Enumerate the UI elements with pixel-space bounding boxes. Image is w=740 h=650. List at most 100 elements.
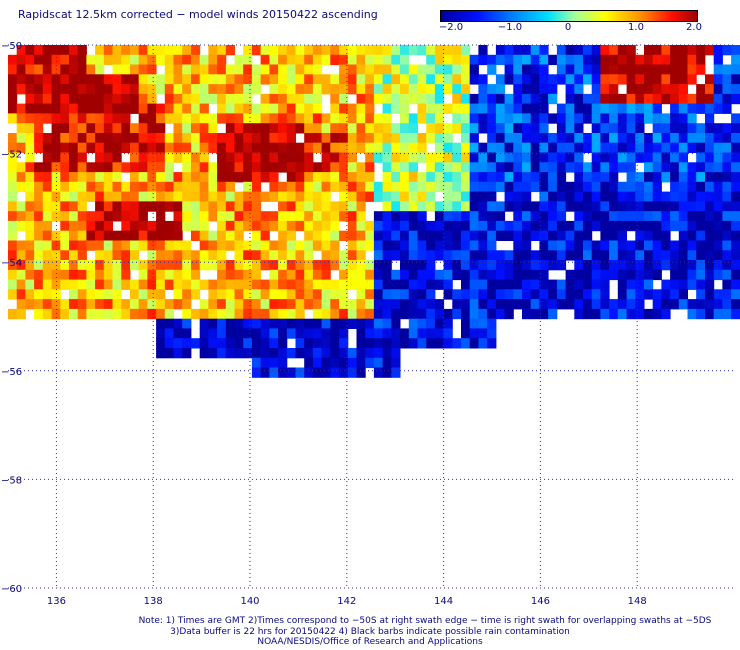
heatmap-cell xyxy=(382,103,392,114)
heatmap-cell xyxy=(652,123,662,134)
heatmap-cell xyxy=(530,84,540,95)
heatmap-cell xyxy=(487,201,497,212)
heatmap-cell xyxy=(635,260,645,271)
heatmap-cell xyxy=(400,123,410,134)
heatmap-cell xyxy=(713,240,723,251)
heatmap-cell xyxy=(722,84,732,95)
heatmap-cell xyxy=(504,64,514,75)
heatmap-cell xyxy=(652,162,662,173)
heatmap-cell xyxy=(408,64,418,75)
heatmap-cell xyxy=(60,45,70,56)
heatmap-cell xyxy=(574,133,584,144)
heatmap-cell xyxy=(574,308,584,320)
heatmap-cell xyxy=(548,93,558,105)
heatmap-cell xyxy=(522,84,532,95)
heatmap-cell xyxy=(539,211,549,222)
heatmap-cell xyxy=(356,250,366,261)
heatmap-cell xyxy=(670,172,680,183)
heatmap-cell xyxy=(234,299,244,310)
heatmap-cell xyxy=(225,299,235,310)
heatmap-cell xyxy=(591,220,601,232)
heatmap-cell xyxy=(617,113,627,124)
heatmap-cell xyxy=(478,172,488,183)
heatmap-cell xyxy=(25,201,35,212)
heatmap-cell xyxy=(330,318,340,329)
heatmap-cell xyxy=(487,54,497,66)
heatmap-cell xyxy=(69,152,79,163)
heatmap-cell xyxy=(478,260,488,271)
heatmap-cell xyxy=(713,54,723,66)
heatmap-cell xyxy=(295,308,305,320)
heatmap-cell xyxy=(696,230,706,241)
heatmap-cell xyxy=(548,152,558,163)
heatmap-cell xyxy=(69,181,79,193)
heatmap-cell xyxy=(469,220,479,232)
heatmap-cell xyxy=(25,191,35,202)
heatmap-cell xyxy=(42,64,52,75)
heatmap-cell xyxy=(452,162,462,173)
heatmap-cell xyxy=(522,113,532,124)
heatmap-cell xyxy=(722,64,732,75)
heatmap-cell xyxy=(408,113,418,124)
heatmap-cell xyxy=(574,172,584,183)
heatmap-cell xyxy=(417,93,427,105)
heatmap-cell xyxy=(644,93,654,105)
heatmap-cell xyxy=(278,250,288,261)
heatmap-cell xyxy=(173,279,183,290)
heatmap-cell xyxy=(234,172,244,183)
heatmap-cell xyxy=(705,133,715,144)
heatmap-cell xyxy=(626,162,636,173)
heatmap-cell xyxy=(635,84,645,95)
heatmap-cell xyxy=(95,133,105,144)
heatmap-cell xyxy=(600,133,610,144)
heatmap-cell xyxy=(16,181,26,193)
heatmap-cell xyxy=(278,367,288,378)
heatmap-cell xyxy=(434,250,445,261)
heatmap-cell xyxy=(260,123,270,134)
heatmap-cell xyxy=(138,74,148,85)
heatmap-cell xyxy=(34,260,44,271)
heatmap-cell xyxy=(312,338,323,349)
heatmap-cell xyxy=(705,201,715,212)
heatmap-cell xyxy=(8,113,18,124)
heatmap-cell xyxy=(8,220,18,232)
heatmap-cell xyxy=(617,211,627,222)
heatmap-cell xyxy=(208,348,218,359)
heatmap-cell xyxy=(356,220,366,232)
heatmap-cell xyxy=(434,308,445,320)
heatmap-cell xyxy=(164,74,174,85)
heatmap-cell xyxy=(208,289,218,300)
heatmap-cell xyxy=(339,74,349,85)
heatmap-cell xyxy=(478,123,488,134)
heatmap-cell xyxy=(452,299,462,310)
heatmap-cell xyxy=(260,133,270,144)
heatmap-cell xyxy=(417,299,427,310)
heatmap-cell xyxy=(269,357,279,369)
heatmap-cell xyxy=(495,74,506,85)
heatmap-cell xyxy=(504,279,514,290)
heatmap-cell xyxy=(583,113,593,124)
heatmap-cell xyxy=(103,152,113,163)
heatmap-cell xyxy=(339,142,349,153)
heatmap-cell xyxy=(156,230,166,241)
heatmap-cell xyxy=(591,152,601,163)
heatmap-cell xyxy=(356,74,366,85)
heatmap-cell xyxy=(217,93,227,105)
heatmap-cell xyxy=(321,133,331,144)
heatmap-cell xyxy=(173,201,183,212)
heatmap-cell xyxy=(339,191,349,202)
heatmap-cell xyxy=(260,211,270,222)
heatmap-cell xyxy=(426,152,436,163)
heatmap-cell xyxy=(16,299,26,310)
heatmap-cell xyxy=(382,113,392,124)
heatmap-cell xyxy=(426,299,436,310)
heatmap-cell xyxy=(617,240,627,251)
heatmap-cell xyxy=(286,328,296,339)
heatmap-cell xyxy=(173,269,183,281)
heatmap-cell xyxy=(687,45,697,56)
heatmap-cell xyxy=(391,74,401,85)
heatmap-cell xyxy=(251,152,262,163)
heatmap-cell xyxy=(443,279,453,290)
heatmap-cell xyxy=(391,201,401,212)
heatmap-cell xyxy=(42,142,52,153)
